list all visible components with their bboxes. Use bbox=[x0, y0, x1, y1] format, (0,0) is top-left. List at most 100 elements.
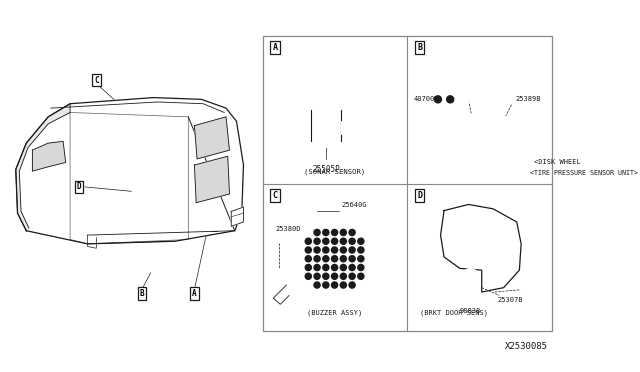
Text: 40700M: 40700M bbox=[413, 96, 439, 102]
Text: 25640G: 25640G bbox=[342, 202, 367, 208]
Text: B: B bbox=[140, 289, 144, 298]
Circle shape bbox=[292, 217, 376, 301]
Ellipse shape bbox=[323, 97, 332, 105]
Bar bbox=[316, 305, 354, 319]
Bar bbox=[311, 110, 340, 141]
Circle shape bbox=[340, 256, 346, 262]
Text: 25380D: 25380D bbox=[275, 226, 301, 232]
Text: C: C bbox=[94, 76, 99, 84]
Circle shape bbox=[520, 285, 529, 294]
Text: B: B bbox=[417, 43, 422, 52]
Circle shape bbox=[323, 247, 329, 253]
Circle shape bbox=[332, 264, 338, 270]
Circle shape bbox=[358, 247, 364, 253]
Bar bbox=[263, 36, 552, 331]
Circle shape bbox=[349, 238, 355, 244]
Circle shape bbox=[358, 238, 364, 244]
Ellipse shape bbox=[463, 115, 511, 150]
Circle shape bbox=[499, 292, 511, 304]
Circle shape bbox=[314, 273, 320, 279]
Circle shape bbox=[340, 273, 346, 279]
Text: D: D bbox=[417, 191, 422, 200]
Polygon shape bbox=[440, 205, 521, 292]
Circle shape bbox=[305, 238, 312, 244]
Circle shape bbox=[340, 238, 346, 244]
Bar bbox=[381, 246, 392, 272]
Circle shape bbox=[323, 273, 329, 279]
Circle shape bbox=[435, 96, 442, 103]
Circle shape bbox=[349, 230, 355, 235]
Circle shape bbox=[332, 238, 338, 244]
Text: A: A bbox=[192, 289, 196, 298]
Text: 25307B: 25307B bbox=[498, 298, 524, 304]
Circle shape bbox=[314, 230, 320, 235]
Ellipse shape bbox=[145, 250, 179, 273]
Circle shape bbox=[358, 273, 364, 279]
Circle shape bbox=[332, 247, 338, 253]
Circle shape bbox=[323, 238, 329, 244]
Circle shape bbox=[305, 247, 312, 253]
Circle shape bbox=[447, 96, 454, 103]
Circle shape bbox=[314, 238, 320, 244]
Ellipse shape bbox=[311, 104, 340, 116]
Circle shape bbox=[323, 256, 329, 262]
Text: D: D bbox=[77, 182, 81, 192]
Circle shape bbox=[340, 247, 346, 253]
Circle shape bbox=[358, 264, 364, 270]
Circle shape bbox=[305, 273, 312, 279]
Circle shape bbox=[349, 273, 355, 279]
Text: 98838: 98838 bbox=[460, 308, 481, 314]
Circle shape bbox=[305, 256, 312, 262]
Circle shape bbox=[349, 264, 355, 270]
Ellipse shape bbox=[316, 122, 335, 138]
Text: <TIRE PRESSURE SENSOR UNIT>: <TIRE PRESSURE SENSOR UNIT> bbox=[530, 170, 638, 176]
Ellipse shape bbox=[311, 135, 340, 148]
Circle shape bbox=[323, 230, 329, 235]
Text: 25505P: 25505P bbox=[312, 165, 340, 174]
Circle shape bbox=[332, 273, 338, 279]
Circle shape bbox=[323, 282, 329, 288]
Polygon shape bbox=[33, 141, 66, 171]
Circle shape bbox=[314, 264, 320, 270]
Circle shape bbox=[340, 282, 346, 288]
Circle shape bbox=[358, 256, 364, 262]
Circle shape bbox=[332, 256, 338, 262]
Polygon shape bbox=[16, 104, 70, 231]
Circle shape bbox=[287, 211, 383, 307]
Circle shape bbox=[314, 247, 320, 253]
Text: (SONAR SENSOR): (SONAR SENSOR) bbox=[305, 168, 365, 174]
Circle shape bbox=[340, 230, 346, 235]
Text: C: C bbox=[273, 191, 278, 200]
Circle shape bbox=[457, 215, 489, 247]
Circle shape bbox=[340, 264, 346, 270]
Ellipse shape bbox=[24, 237, 67, 268]
Text: 25389B: 25389B bbox=[515, 96, 541, 102]
Bar bbox=[340, 121, 356, 134]
Circle shape bbox=[349, 256, 355, 262]
Polygon shape bbox=[16, 97, 243, 244]
Text: <DISK WHEEL: <DISK WHEEL bbox=[534, 159, 581, 165]
Circle shape bbox=[305, 264, 312, 270]
Ellipse shape bbox=[136, 244, 188, 279]
Ellipse shape bbox=[452, 106, 522, 159]
Circle shape bbox=[332, 282, 338, 288]
Text: (BUZZER ASSY): (BUZZER ASSY) bbox=[307, 309, 363, 316]
Polygon shape bbox=[231, 207, 243, 226]
Circle shape bbox=[349, 282, 355, 288]
Circle shape bbox=[323, 264, 329, 270]
Circle shape bbox=[332, 230, 338, 235]
Text: X2530085: X2530085 bbox=[506, 342, 548, 351]
Circle shape bbox=[488, 243, 516, 271]
Ellipse shape bbox=[31, 243, 60, 262]
Bar bbox=[429, 86, 468, 112]
Circle shape bbox=[461, 268, 479, 286]
Text: (BRKT DOOR SENS): (BRKT DOOR SENS) bbox=[420, 309, 488, 316]
Circle shape bbox=[314, 256, 320, 262]
Bar bbox=[278, 246, 288, 272]
Circle shape bbox=[349, 247, 355, 253]
Polygon shape bbox=[195, 156, 230, 203]
Circle shape bbox=[314, 282, 320, 288]
Text: A: A bbox=[273, 43, 278, 52]
Polygon shape bbox=[195, 117, 230, 159]
Ellipse shape bbox=[458, 112, 516, 154]
